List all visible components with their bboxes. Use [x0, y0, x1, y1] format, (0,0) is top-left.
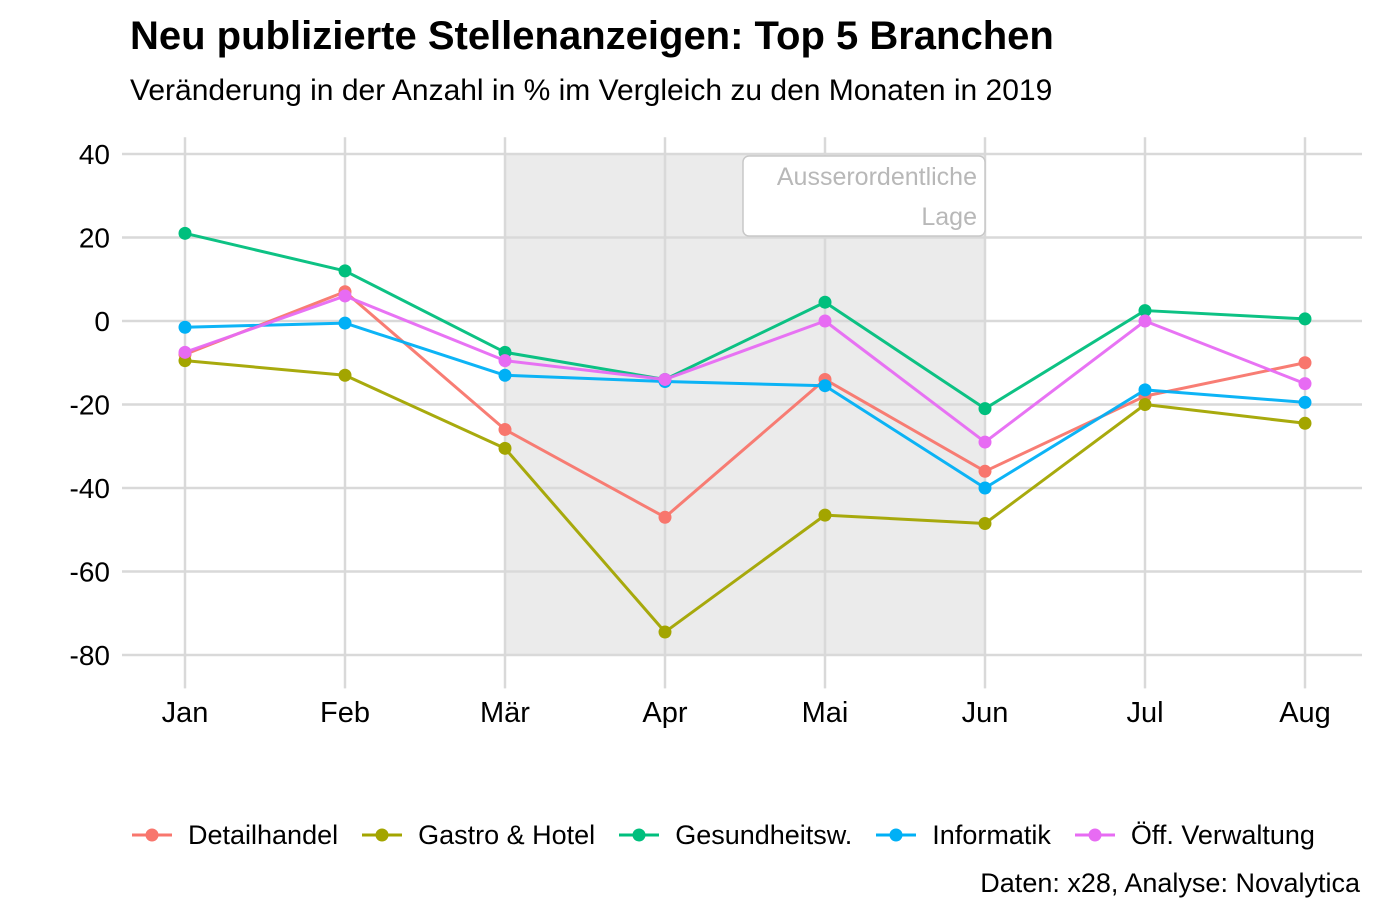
data-point [178, 345, 192, 359]
data-point [1138, 398, 1152, 411]
legend-item: Gesundheitsw. [617, 820, 852, 851]
data-point [498, 354, 512, 368]
y-tick-label: -20 [70, 390, 110, 421]
legend-key [876, 828, 917, 842]
data-point [1138, 314, 1152, 328]
legend-label: Informatik [932, 819, 1051, 850]
line-chart: 40 20 0 -20 -40 -60 -80 Jan Feb Mär Apr Mai Jun Jul A… [70, 137, 1362, 729]
data-point [978, 464, 992, 478]
legend-key [619, 828, 660, 842]
annotation-text: Lage [921, 203, 977, 231]
data-point [498, 368, 512, 382]
x-tick-label: Mär [480, 697, 530, 729]
data-point [1298, 416, 1312, 430]
legend-item: Detailhandel [130, 820, 338, 851]
data-point [1298, 356, 1312, 370]
legend-label: Öff. Verwaltung [1130, 819, 1315, 850]
data-point [498, 441, 512, 455]
x-tick-label: Mai [802, 697, 849, 729]
data-point [1138, 383, 1152, 397]
legend-key [362, 828, 403, 842]
annotation-box [742, 155, 986, 237]
y-tick-label: 20 [79, 223, 110, 254]
data-point [818, 295, 832, 309]
data-point [658, 372, 672, 386]
data-point [1138, 304, 1152, 318]
chart-title: Neu publizierte Stellenanzeigen: Top 5 B… [130, 14, 1054, 58]
data-point [978, 402, 992, 416]
data-point [178, 226, 192, 240]
x-tick-label: Jul [1126, 697, 1163, 729]
series-line [184, 290, 1306, 519]
legend-key [132, 828, 172, 842]
series-line [184, 231, 1306, 411]
data-point [1298, 377, 1312, 391]
y-tick-label: 0 [94, 306, 110, 337]
data-point [1298, 395, 1312, 409]
x-tick-label: Apr [642, 697, 687, 729]
data-point [978, 481, 992, 495]
data-point [658, 625, 672, 639]
x-tick-label: Jun [962, 697, 1009, 729]
y-tick-label: 40 [79, 139, 110, 170]
legend-label: Gesundheitsw. [675, 819, 853, 850]
data-point [338, 316, 352, 330]
legend-item: Informatik [874, 820, 1051, 851]
data-point [978, 516, 992, 530]
data-point [338, 289, 352, 303]
chart-subtitle: Veränderung in der Anzahl in % im Vergle… [130, 74, 1053, 107]
y-tick-label: -80 [70, 640, 110, 671]
data-point [658, 510, 672, 524]
x-tick-label: Feb [320, 697, 370, 729]
data-point [818, 379, 832, 393]
series-line [184, 294, 1306, 444]
y-tick-label: -40 [70, 473, 110, 504]
data-point [498, 423, 512, 437]
data-point [338, 264, 352, 278]
legend-label: Gastro & Hotel [418, 819, 596, 850]
data-point [978, 435, 992, 449]
data-point [178, 320, 192, 334]
x-tick-label: Jan [162, 697, 209, 729]
data-point [818, 508, 832, 522]
legend-item: Öff. Verwaltung [1073, 820, 1315, 851]
chart-caption: Daten: x28, Analyse: Novalytica [980, 868, 1360, 898]
annotation-text: Ausserordentliche [777, 163, 977, 191]
legend-label: Detailhandel [188, 819, 339, 850]
data-point [818, 314, 832, 328]
data-point [338, 368, 352, 382]
legend-item: Gastro & Hotel [360, 820, 595, 851]
series-line [184, 321, 1306, 490]
x-tick-label: Aug [1279, 697, 1331, 729]
legend-key [1074, 828, 1115, 842]
data-point [1298, 312, 1312, 326]
y-tick-label: -60 [70, 557, 110, 588]
legend: Detailhandel Gastro & Hotel Gesundheitsw. I… [130, 815, 1337, 855]
series-line [184, 359, 1306, 634]
